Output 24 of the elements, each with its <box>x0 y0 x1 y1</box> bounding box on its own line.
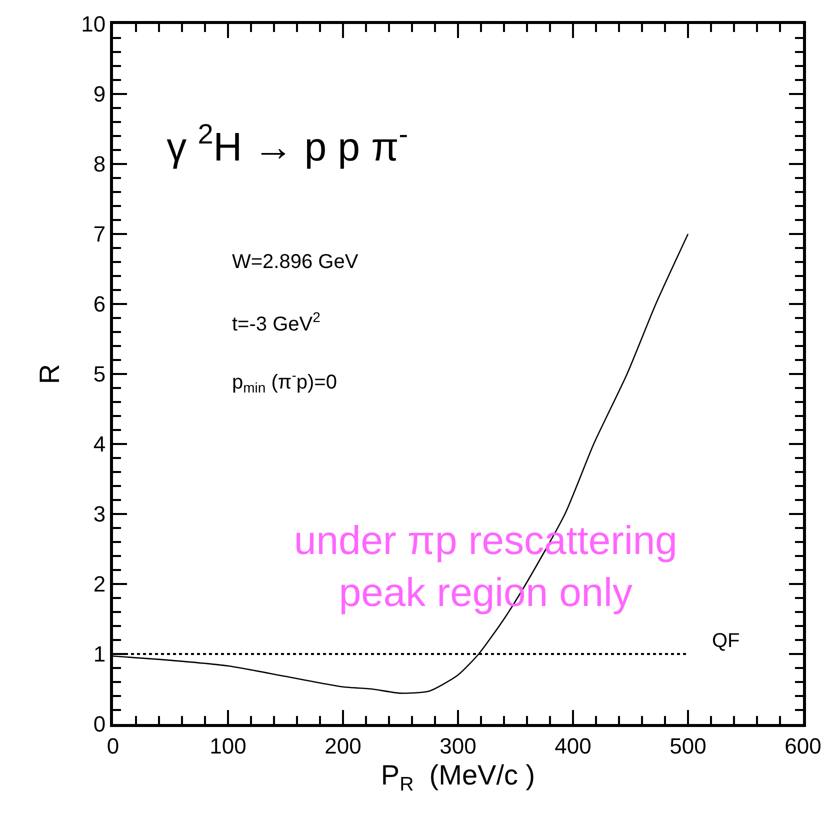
y-tick-label: 7 <box>93 222 106 247</box>
annotation: p$_{min}$ (π$^{-}$p)=0 <box>232 367 337 396</box>
x-axis-title: P$_{R}$ (MeV/c ) <box>380 760 536 796</box>
y-tick-label: 3 <box>93 502 106 527</box>
y-tick-label: 0 <box>93 712 106 737</box>
ref-line-label: QF <box>712 630 740 652</box>
y-tick-label: 1 <box>93 642 106 667</box>
x-tick-label: 500 <box>670 733 706 758</box>
y-tick-label: 5 <box>93 362 106 387</box>
x-tick-label: 300 <box>440 733 476 758</box>
y-axis-title: R <box>34 364 65 384</box>
y-tick-label: 2 <box>93 572 106 597</box>
x-tick-label: 100 <box>210 733 246 758</box>
x-tick-label: 600 <box>784 733 822 758</box>
x-tick-label: 200 <box>324 733 362 758</box>
y-tick-label: 9 <box>93 82 106 107</box>
x-tick-label: 400 <box>554 733 592 758</box>
y-tick-label: 4 <box>93 432 106 457</box>
y-tick-label: 6 <box>93 292 106 317</box>
text: γ $^{2}$H → p p π$^{-}$ <box>166 118 408 170</box>
annotation: W=2.896 GeV <box>232 251 359 273</box>
annotation: t=-3 GeV$^{2}$ <box>232 309 321 336</box>
y-tick-label: 10 <box>81 12 106 37</box>
y-tick-label: 8 <box>93 152 106 177</box>
